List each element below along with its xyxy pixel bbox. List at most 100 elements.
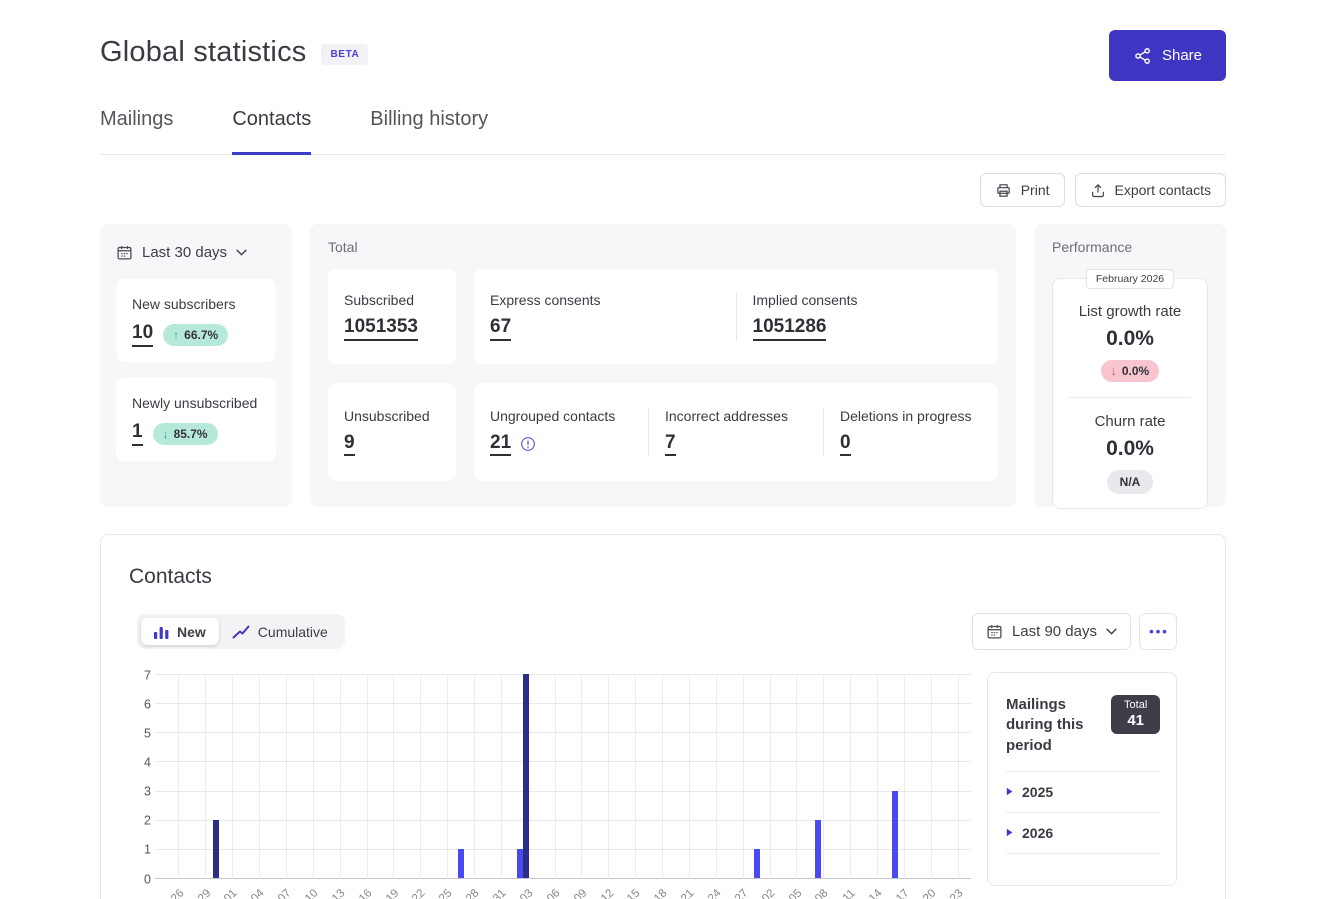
tab-billing-history[interactable]: Billing history	[370, 108, 488, 155]
chart-gridline-v	[367, 675, 368, 879]
deletions-in-progress-value[interactable]: 0	[840, 433, 851, 457]
chart-gridline-v	[958, 675, 959, 879]
chart-gridline-h	[155, 761, 971, 762]
x-tick-label: 23	[949, 888, 966, 899]
x-tick-label: 31	[492, 888, 509, 899]
incorrect-addresses-value[interactable]: 7	[665, 433, 676, 457]
newly-unsubscribed-card: Newly unsubscribed 1 ↓ 85.7%	[116, 378, 276, 461]
chart-bar[interactable]	[523, 674, 529, 878]
ungrouped-contacts-label: Ungrouped contacts	[490, 408, 632, 424]
tab-mailings[interactable]: Mailings	[100, 108, 173, 155]
x-tick-label: 29	[196, 888, 213, 899]
new-subscribers-card: New subscribers 10 ↑ 66.7%	[116, 279, 276, 362]
printer-icon	[995, 182, 1012, 199]
calendar-icon	[116, 244, 133, 261]
chart-bar[interactable]	[458, 849, 464, 878]
implied-consents-value[interactable]: 1051286	[753, 317, 827, 341]
consents-card: Express consents 67 Implied consents 105…	[474, 269, 998, 364]
new-subscribers-trend-value: 66.7%	[184, 328, 218, 342]
subscribed-card: Subscribed 1051353	[328, 269, 456, 364]
chart-gridline-v	[931, 675, 932, 879]
toggle-cumulative-view[interactable]: Cumulative	[219, 618, 341, 645]
period-range-dropdown[interactable]: Last 30 days	[116, 241, 276, 263]
chart-gridline-h	[155, 820, 971, 821]
x-tick-label: 16	[357, 888, 374, 899]
ungrouped-contacts-value[interactable]: 21	[490, 433, 511, 457]
chart-bar[interactable]	[892, 791, 898, 878]
x-tick-label: 11	[842, 888, 859, 899]
chart-bar[interactable]	[213, 820, 219, 878]
chart-range-label: Last 90 days	[1012, 623, 1097, 640]
contacts-chart-card: Contacts New	[100, 534, 1226, 899]
mailings-year-list: 2025 2026	[1006, 771, 1160, 854]
contact-details-card: Ungrouped contacts 21	[474, 383, 998, 481]
chevron-down-icon	[1106, 628, 1117, 635]
subscribed-value[interactable]: 1051353	[344, 317, 418, 341]
toggle-new-view[interactable]: New	[141, 618, 219, 645]
page: Global statistics BETA Share Mailings Co…	[0, 30, 1320, 899]
beta-badge: BETA	[321, 44, 368, 65]
export-contacts-button[interactable]: Export contacts	[1075, 173, 1227, 207]
x-tick-label: 14	[868, 888, 885, 899]
performance-card: February 2026 List growth rate 0.0% ↓ 0.…	[1052, 278, 1208, 509]
newly-unsubscribed-value[interactable]: 1	[132, 422, 143, 446]
chart-row: 01234567 2629010407101316192225283103060…	[129, 675, 1177, 886]
churn-rate-label: Churn rate	[1063, 413, 1197, 430]
x-tick-label: 28	[465, 888, 482, 899]
chart-bar[interactable]	[815, 820, 821, 878]
x-tick-label: 07	[277, 888, 294, 899]
share-icon	[1133, 46, 1153, 66]
chart-gridline-v	[555, 675, 556, 879]
x-tick-label: 26	[169, 888, 186, 899]
x-tick-label: 05	[787, 888, 804, 899]
chart-gridline-v	[501, 675, 502, 879]
mailings-year-label: 2026	[1022, 825, 1053, 841]
chart-bar[interactable]	[754, 849, 760, 878]
mailings-year-label: 2025	[1022, 784, 1053, 800]
x-tick-label: 03	[519, 888, 536, 899]
chart-gridline-v	[850, 675, 851, 879]
y-tick-label: 4	[144, 756, 151, 769]
new-subscribers-value[interactable]: 10	[132, 323, 153, 347]
chart-bar[interactable]	[517, 849, 523, 878]
chart-gridline-v	[474, 675, 475, 879]
toolbar: Print Export contacts	[100, 173, 1226, 207]
arrow-down-icon: ↓	[163, 427, 169, 441]
contacts-chart: 01234567 2629010407101316192225283103060…	[129, 675, 971, 886]
print-button[interactable]: Print	[980, 173, 1065, 207]
chart-view-toggle: New Cumulative	[137, 614, 345, 649]
y-tick-label: 5	[144, 727, 151, 740]
share-button[interactable]: Share	[1109, 30, 1226, 81]
chart-gridline-v	[178, 675, 179, 879]
chart-gridline-v	[340, 675, 341, 879]
export-contacts-label: Export contacts	[1115, 182, 1212, 198]
mailings-year-row[interactable]: 2026	[1006, 812, 1160, 853]
churn-rate-badge-value: N/A	[1120, 475, 1141, 489]
incorrect-addresses-label: Incorrect addresses	[665, 408, 807, 424]
deletions-in-progress-col: Deletions in progress 0	[823, 408, 998, 457]
print-label: Print	[1021, 182, 1050, 198]
performance-panel: Performance February 2026 List growth ra…	[1034, 224, 1226, 507]
express-consents-value[interactable]: 67	[490, 317, 511, 341]
triangle-right-icon	[1006, 787, 1013, 796]
tab-contacts[interactable]: Contacts	[232, 108, 311, 155]
x-tick-label: 25	[438, 888, 455, 899]
chart-range-dropdown[interactable]: Last 90 days	[972, 613, 1131, 650]
express-consents-label: Express consents	[490, 292, 720, 308]
chart-gridline-v	[716, 675, 717, 879]
mailings-year-row[interactable]: 2025	[1006, 771, 1160, 812]
chart-gridline-v	[823, 675, 824, 879]
chart-gridline-v	[743, 675, 744, 879]
mailings-total-value: 41	[1127, 712, 1144, 730]
more-options-button[interactable]: •••	[1139, 613, 1177, 650]
mailings-summary-card: Mailings during this period Total 41 202…	[987, 672, 1177, 886]
chart-gridline-v	[770, 675, 771, 879]
performance-panel-label: Performance	[1052, 239, 1208, 255]
toggle-new-label: New	[177, 624, 206, 640]
unsubscribed-value[interactable]: 9	[344, 433, 355, 457]
chart-gridline-v	[259, 675, 260, 879]
warning-circle-icon[interactable]	[520, 436, 536, 452]
x-tick-label: 27	[734, 888, 751, 899]
y-tick-label: 6	[144, 698, 151, 711]
unsubscribed-card: Unsubscribed 9	[328, 383, 456, 481]
